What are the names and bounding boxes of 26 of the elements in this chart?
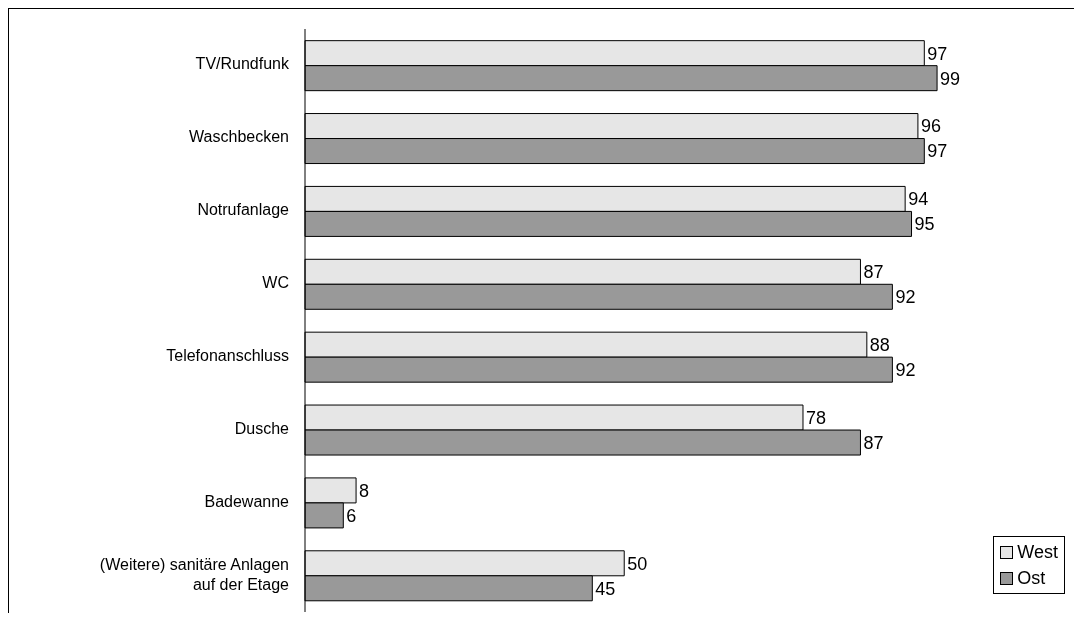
data-label: 78	[805, 407, 827, 428]
data-label: 88	[869, 335, 890, 356]
data-label: 97	[927, 43, 948, 64]
data-label: 50	[627, 553, 648, 574]
y-tick-label: Waschbecken	[189, 128, 289, 146]
data-label: 6	[346, 505, 357, 526]
data-label: 97	[927, 141, 948, 162]
y-tick-label: (Weitere) sanitäre Anlagen auf der Etage	[99, 555, 290, 593]
y-tick-label: Notrufanlage	[197, 201, 290, 219]
y-tick-label: Dusche	[234, 420, 290, 438]
y-tick-label: WC	[262, 274, 289, 292]
data-label: 87	[863, 432, 884, 453]
legend-label: Ost	[1017, 567, 1046, 590]
data-label: 96	[920, 116, 941, 137]
data-label: 45	[595, 578, 616, 599]
data-label: 8	[359, 480, 370, 501]
data-label: 92	[895, 287, 916, 308]
y-tick-label: TV/Rundfunk	[195, 55, 290, 73]
data-label: 94	[908, 189, 929, 210]
legend-label: West	[1017, 541, 1058, 564]
y-tick-label: Telefonanschluss	[166, 347, 289, 365]
data-label: 95	[914, 214, 935, 235]
data-label: 92	[895, 360, 916, 381]
y-tick-label: Badewanne	[204, 492, 290, 510]
data-label: 87	[863, 262, 884, 283]
data-label: 99	[940, 68, 961, 89]
